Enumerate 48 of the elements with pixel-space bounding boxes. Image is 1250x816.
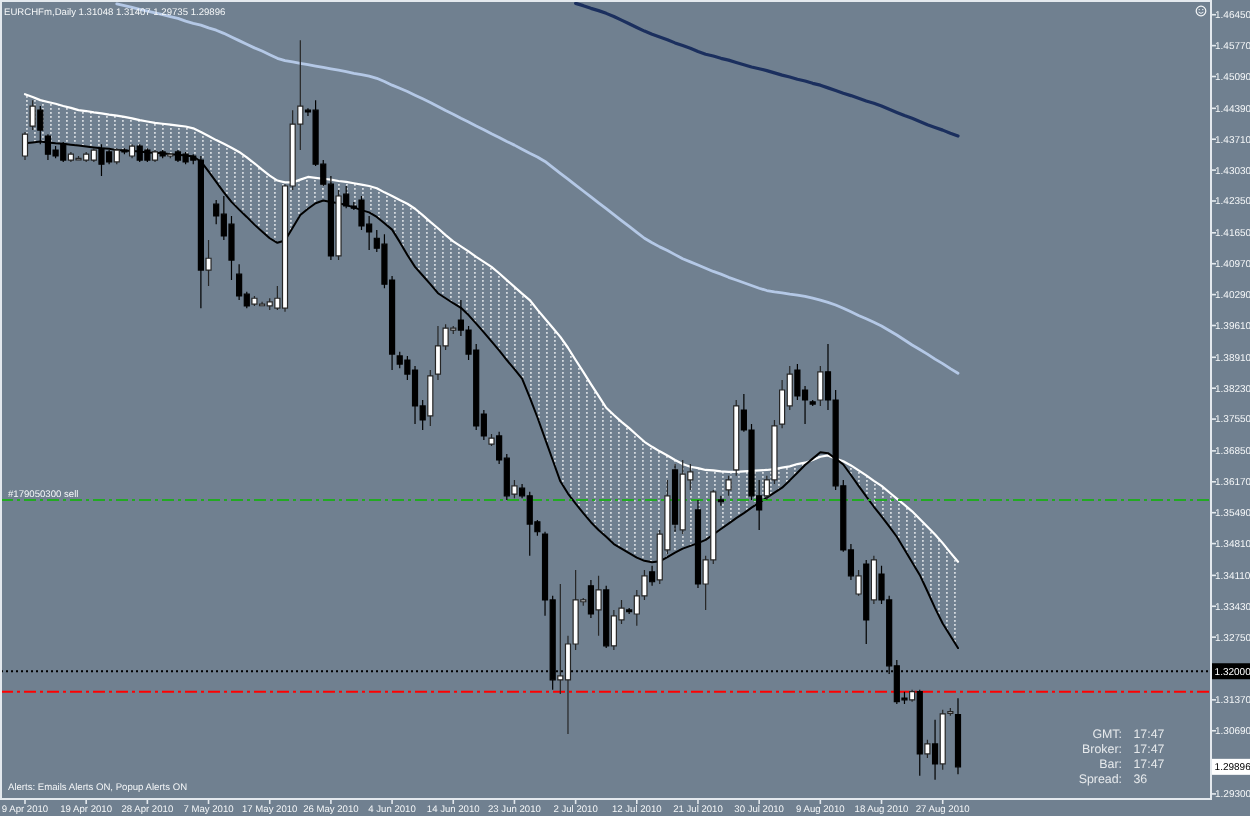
- candlestick: [717, 495, 725, 507]
- candlestick: [251, 295, 258, 307]
- line-series: [115, 2, 960, 375]
- candlestick: [916, 689, 923, 777]
- candlestick: [694, 499, 702, 589]
- candlestick: [67, 151, 74, 163]
- candlestick: [83, 151, 90, 163]
- candlestick: [343, 185, 350, 209]
- candlestick: [335, 189, 342, 261]
- candlestick: [29, 99, 36, 131]
- candlestick: [511, 479, 518, 499]
- candlestick: [526, 491, 533, 557]
- candlestick: [931, 719, 939, 781]
- candlestick: [603, 585, 610, 649]
- candlestick: [649, 565, 656, 587]
- candlestick: [427, 369, 434, 427]
- candlestick: [870, 555, 877, 605]
- candlestick: [197, 155, 204, 309]
- candlestick: [855, 569, 862, 597]
- candlestick: [909, 689, 916, 703]
- candlestick: [182, 151, 189, 165]
- line-series: [574, 1, 960, 138]
- candlestick: [144, 147, 151, 163]
- candlestick: [626, 607, 633, 615]
- candlestick: [174, 149, 182, 163]
- candlestick: [90, 147, 97, 163]
- candlestick: [671, 463, 679, 533]
- candlestick: [587, 579, 595, 619]
- candlestick: [128, 143, 136, 159]
- candlestick: [725, 475, 732, 497]
- candlestick: [595, 575, 602, 637]
- candlestick: [205, 239, 212, 287]
- candlestick: [809, 399, 816, 407]
- candlestick: [21, 131, 29, 161]
- candlestick: [113, 147, 120, 165]
- candlestick: [434, 325, 442, 381]
- candlestick: [159, 149, 166, 159]
- candlestick: [121, 147, 128, 155]
- candlestick: [817, 365, 824, 407]
- candlestick: [924, 739, 931, 759]
- candlestick: [733, 399, 740, 477]
- candlestick: [863, 559, 870, 645]
- candlestick: [939, 709, 946, 771]
- candlestick: [236, 263, 243, 301]
- candlestick: [954, 697, 962, 775]
- candlestick: [488, 433, 495, 447]
- candlestick: [151, 149, 159, 163]
- candlestick: [679, 459, 686, 535]
